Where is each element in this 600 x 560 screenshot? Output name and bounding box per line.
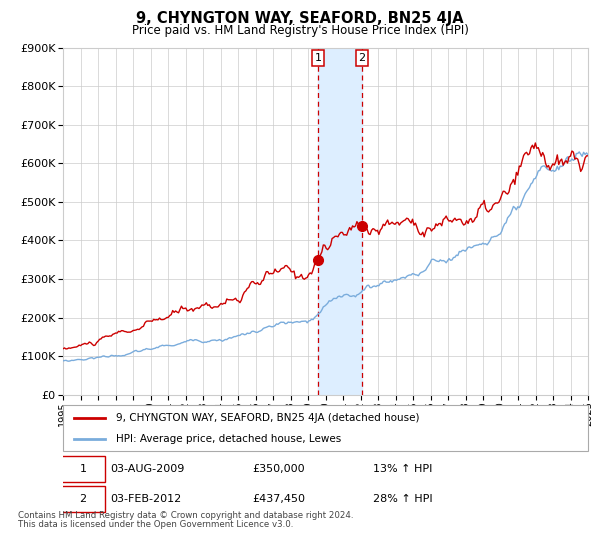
FancyBboxPatch shape — [63, 405, 588, 451]
Text: 1: 1 — [314, 53, 322, 63]
Text: 03-AUG-2009: 03-AUG-2009 — [110, 464, 185, 474]
Text: 2: 2 — [79, 494, 86, 504]
Text: £350,000: £350,000 — [252, 464, 305, 474]
Bar — [318, 48, 362, 395]
Text: This data is licensed under the Open Government Licence v3.0.: This data is licensed under the Open Gov… — [18, 520, 293, 529]
Text: 13% ↑ HPI: 13% ↑ HPI — [373, 464, 432, 474]
Text: 9, CHYNGTON WAY, SEAFORD, BN25 4JA: 9, CHYNGTON WAY, SEAFORD, BN25 4JA — [136, 11, 464, 26]
Text: 9, CHYNGTON WAY, SEAFORD, BN25 4JA (detached house): 9, CHYNGTON WAY, SEAFORD, BN25 4JA (deta… — [115, 413, 419, 423]
Text: Contains HM Land Registry data © Crown copyright and database right 2024.: Contains HM Land Registry data © Crown c… — [18, 511, 353, 520]
Text: £437,450: £437,450 — [252, 494, 305, 504]
Text: Price paid vs. HM Land Registry's House Price Index (HPI): Price paid vs. HM Land Registry's House … — [131, 24, 469, 36]
Text: 1: 1 — [79, 464, 86, 474]
Text: HPI: Average price, detached house, Lewes: HPI: Average price, detached house, Lewe… — [115, 435, 341, 444]
Text: 2: 2 — [358, 53, 365, 63]
FancyBboxPatch shape — [61, 486, 105, 512]
Text: 03-FEB-2012: 03-FEB-2012 — [110, 494, 182, 504]
FancyBboxPatch shape — [61, 456, 105, 482]
Text: 28% ↑ HPI: 28% ↑ HPI — [373, 494, 433, 504]
